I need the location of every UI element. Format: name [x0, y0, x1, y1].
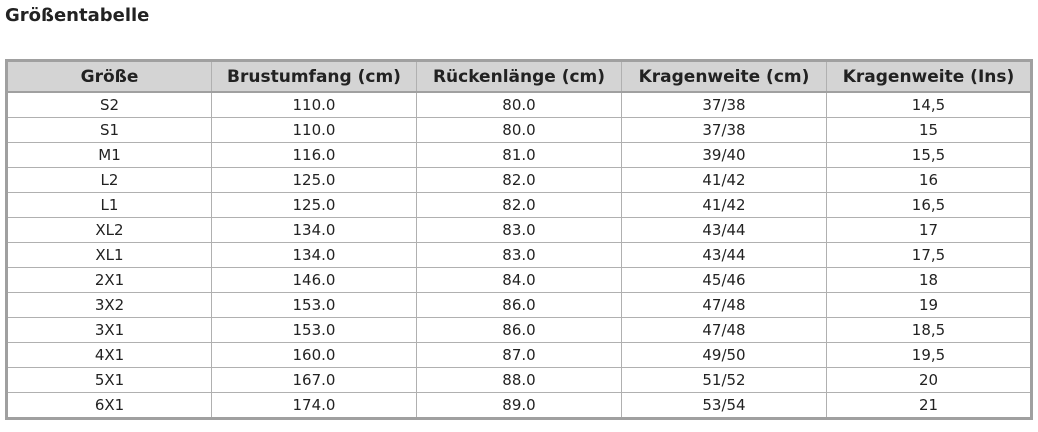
table-cell: 125.0	[211, 192, 417, 218]
table-row: M1 116.0 81.0 39/40 15,5	[6, 142, 1032, 168]
table-cell: 146.0	[211, 267, 417, 293]
table-cell: 41/42	[621, 167, 827, 193]
table-cell: 15	[826, 117, 1032, 143]
table-cell: 3X1	[6, 317, 212, 343]
table-cell: 125.0	[211, 167, 417, 193]
size-table: Größe Brustumfang (cm) Rückenlänge (cm) Kra…	[5, 59, 1033, 420]
table-cell: 5X1	[6, 367, 212, 393]
table-cell: 37/38	[621, 91, 827, 118]
table-cell: 14,5	[826, 91, 1032, 118]
table-cell: 49/50	[621, 342, 827, 368]
table-cell: 17	[826, 217, 1032, 243]
table-cell: XL2	[6, 217, 212, 243]
table-cell: 43/44	[621, 217, 827, 243]
table-cell: 84.0	[416, 267, 622, 293]
column-header: Kragenweite (cm)	[621, 60, 827, 93]
table-cell: 21	[826, 392, 1032, 419]
table-cell: 134.0	[211, 217, 417, 243]
table-cell: 39/40	[621, 142, 827, 168]
table-cell: L1	[6, 192, 212, 218]
table-cell: 153.0	[211, 292, 417, 318]
table-cell: 19,5	[826, 342, 1032, 368]
table-cell: 3X2	[6, 292, 212, 318]
table-row: 5X1 167.0 88.0 51/52 20	[6, 367, 1032, 393]
table-cell: 6X1	[6, 392, 212, 419]
table-cell: 16	[826, 167, 1032, 193]
table-body: S2 110.0 80.0 37/38 14,5 S1 110.0 80.0 37/38 15 M1…	[6, 91, 1032, 419]
column-header: Rückenlänge (cm)	[416, 60, 622, 93]
table-cell: 15,5	[826, 142, 1032, 168]
table-cell: 16,5	[826, 192, 1032, 218]
table-row: L1 125.0 82.0 41/42 16,5	[6, 192, 1032, 218]
table-cell: 19	[826, 292, 1032, 318]
table-cell: 37/38	[621, 117, 827, 143]
table-cell: 47/48	[621, 317, 827, 343]
table-cell: L2	[6, 167, 212, 193]
table-cell: XL1	[6, 242, 212, 268]
table-cell: 86.0	[416, 292, 622, 318]
table-cell: 17,5	[826, 242, 1032, 268]
header-row: Größe Brustumfang (cm) Rückenlänge (cm) Kra…	[6, 60, 1032, 93]
table-cell: 89.0	[416, 392, 622, 419]
table-cell: 167.0	[211, 367, 417, 393]
table-cell: 2X1	[6, 267, 212, 293]
page-title: Größentabelle	[5, 5, 150, 26]
table-cell: 20	[826, 367, 1032, 393]
table-cell: 80.0	[416, 91, 622, 118]
table-row: 3X2 153.0 86.0 47/48 19	[6, 292, 1032, 318]
table-cell: 18,5	[826, 317, 1032, 343]
column-header: Größe	[6, 60, 212, 93]
table-cell: 82.0	[416, 192, 622, 218]
table-row: 6X1 174.0 89.0 53/54 21	[6, 392, 1032, 419]
table-cell: 51/52	[621, 367, 827, 393]
table-cell: 43/44	[621, 242, 827, 268]
table-cell: 83.0	[416, 242, 622, 268]
table-row: 2X1 146.0 84.0 45/46 18	[6, 267, 1032, 293]
column-header: Kragenweite (Ins)	[826, 60, 1032, 93]
table-cell: 18	[826, 267, 1032, 293]
table-cell: 153.0	[211, 317, 417, 343]
column-header: Brustumfang (cm)	[211, 60, 417, 93]
table-cell: 116.0	[211, 142, 417, 168]
table-cell: 86.0	[416, 317, 622, 343]
table-cell: 81.0	[416, 142, 622, 168]
table-cell: 45/46	[621, 267, 827, 293]
table-cell: 88.0	[416, 367, 622, 393]
table-row: XL1 134.0 83.0 43/44 17,5	[6, 242, 1032, 268]
table-row: L2 125.0 82.0 41/42 16	[6, 167, 1032, 193]
table-cell: S2	[6, 91, 212, 118]
table-row: XL2 134.0 83.0 43/44 17	[6, 217, 1032, 243]
table-cell: S1	[6, 117, 212, 143]
table-row: S1 110.0 80.0 37/38 15	[6, 117, 1032, 143]
table-cell: 82.0	[416, 167, 622, 193]
table-cell: 83.0	[416, 217, 622, 243]
table-cell: 41/42	[621, 192, 827, 218]
table-cell: 80.0	[416, 117, 622, 143]
table-cell: 53/54	[621, 392, 827, 419]
table-cell: M1	[6, 142, 212, 168]
table-row: S2 110.0 80.0 37/38 14,5	[6, 91, 1032, 118]
table-cell: 4X1	[6, 342, 212, 368]
table-row: 4X1 160.0 87.0 49/50 19,5	[6, 342, 1032, 368]
table-cell: 110.0	[211, 117, 417, 143]
table-cell: 160.0	[211, 342, 417, 368]
table-cell: 134.0	[211, 242, 417, 268]
table-cell: 174.0	[211, 392, 417, 419]
table-row: 3X1 153.0 86.0 47/48 18,5	[6, 317, 1032, 343]
table-cell: 87.0	[416, 342, 622, 368]
table-cell: 110.0	[211, 91, 417, 118]
table-cell: 47/48	[621, 292, 827, 318]
